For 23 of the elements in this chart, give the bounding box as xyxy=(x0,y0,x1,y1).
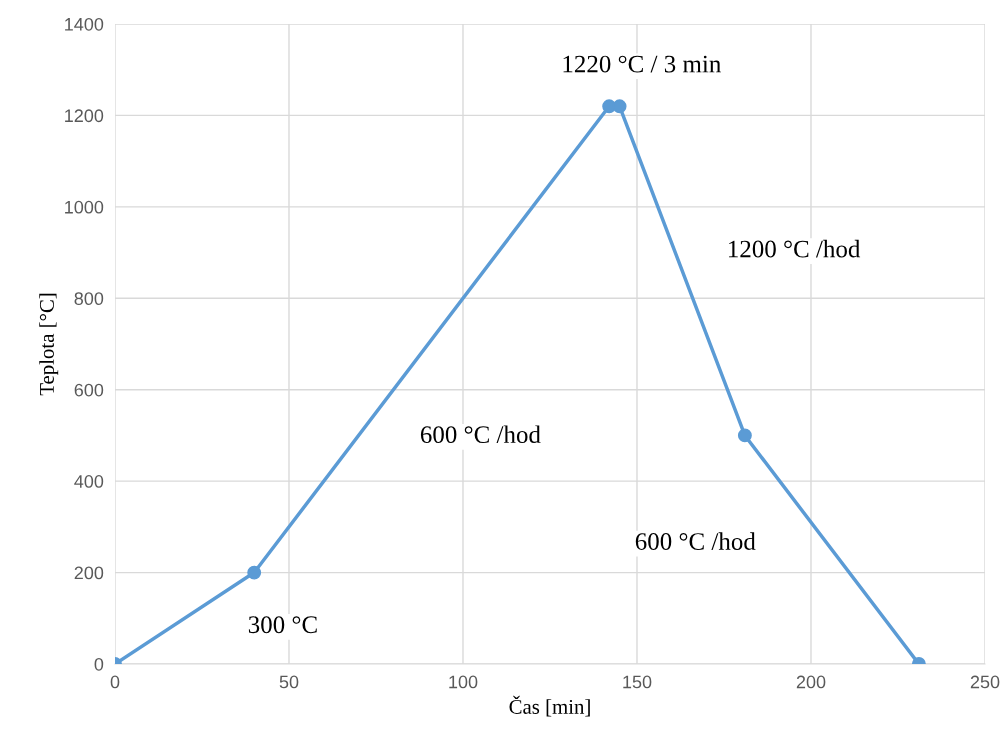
y-tick-label: 600 xyxy=(74,383,104,397)
y-tick-label: 0 xyxy=(94,657,104,671)
y-tick-label: 400 xyxy=(74,475,104,488)
x-tick-label: 0 xyxy=(110,675,120,689)
annotation: 600 °C /hod xyxy=(635,532,756,550)
y-tick-label: 200 xyxy=(74,566,104,580)
y-axis-title: Teplota [°C] xyxy=(39,293,59,396)
y-tick-label: 1400 xyxy=(65,17,104,31)
x-tick-label: 100 xyxy=(449,675,478,689)
annotation: 1220 °C / 3 min xyxy=(563,55,721,73)
x-axis-title: Čas [min] xyxy=(509,695,590,717)
annotation: 300 °C xyxy=(248,616,317,634)
x-tick-label: 150 xyxy=(623,675,652,689)
annotation: 1200 °C /hod xyxy=(728,239,861,258)
y-tick-label: 800 xyxy=(74,292,104,306)
x-tick-label: 200 xyxy=(796,675,826,689)
point xyxy=(737,428,752,443)
x-tick-label: 250 xyxy=(970,675,1000,689)
annotation: 600 °C /hod xyxy=(420,425,541,444)
y-tick-label: 1200 xyxy=(65,109,104,123)
point xyxy=(612,99,627,114)
y-tick-label: 1000 xyxy=(65,200,104,214)
x-tick-label: 50 xyxy=(279,675,299,689)
